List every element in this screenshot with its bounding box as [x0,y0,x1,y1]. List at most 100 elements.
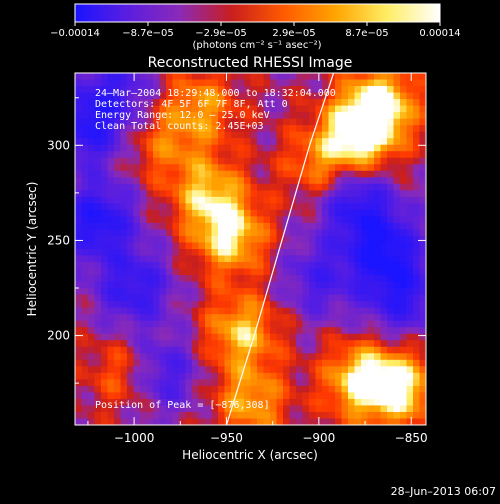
heatmap-cell [250,411,258,420]
heatmap-cell [289,372,297,380]
heatmap-cell [335,301,343,309]
heatmap-cell [127,255,135,263]
heatmap-cell [328,301,336,309]
heatmap-cell [211,151,219,159]
heatmap-cell [198,268,206,276]
heatmap-cell [81,320,89,328]
heatmap-cell [406,327,414,335]
heatmap-cell [140,99,148,107]
heatmap-cell [94,144,102,152]
heatmap-cell [354,385,362,394]
heatmap-cell [211,196,219,204]
heatmap-cell [289,301,297,309]
heatmap-cell [263,249,271,257]
heatmap-cell [192,268,200,276]
heatmap-cell [289,190,297,198]
heatmap-cell [393,170,401,178]
heatmap-cell [276,164,284,172]
heatmap-cell [75,255,83,263]
heatmap-cell [198,79,206,87]
heatmap-cell [81,307,89,315]
heatmap-cell [224,99,232,107]
heatmap-cell [244,366,252,374]
heatmap-cell [237,222,245,231]
heatmap-cell [354,411,362,420]
heatmap-cell [140,138,148,146]
heatmap-cell [179,281,187,289]
heatmap-cell [107,229,115,237]
heatmap-cell [114,346,122,354]
heatmap-cell [205,222,213,231]
heatmap-cell [354,86,362,94]
heatmap-cell [413,144,421,152]
heatmap-cell [153,385,161,394]
heatmap-cell [296,157,304,165]
heatmap-cell [263,301,271,309]
heatmap-cell [250,379,258,387]
heatmap-cell [289,216,297,224]
heatmap-cell [88,242,96,250]
heatmap-cell [75,151,83,159]
heatmap-cell [218,216,226,224]
heatmap-cell [94,229,102,237]
heatmap-cell [328,170,336,178]
heatmap-cell [413,203,421,211]
heatmap-cell [406,249,414,257]
heatmap-cell [328,255,336,263]
heatmap-cell [354,125,362,133]
heatmap-cell [367,333,375,341]
heatmap-cell [328,268,336,276]
heatmap-cell [257,190,265,198]
heatmap-cell [387,411,395,420]
heatmap-cell [302,170,310,178]
heatmap-cell [289,229,297,237]
heatmap-cell [159,288,167,296]
heatmap-cell [172,131,180,139]
heatmap-cell [140,262,148,270]
heatmap-cell [205,183,213,191]
heatmap-cell [406,353,414,361]
heatmap-cell [107,138,115,146]
heatmap-cell [224,327,232,335]
heatmap-cell [419,118,426,126]
heatmap-cell [237,105,245,113]
heatmap-cell [361,411,369,420]
heatmap-cell [211,405,219,413]
heatmap-cell [81,301,89,309]
heatmap-cell [101,294,109,302]
heatmap-cell [114,209,122,218]
heatmap-cell [283,79,291,87]
heatmap-cell [400,190,408,198]
heatmap-cell [166,190,174,198]
heatmap-cell [166,288,174,296]
heatmap-cell [322,86,330,94]
heatmap-cell [159,314,167,322]
heatmap-cell [283,262,291,270]
heatmap-cell [244,79,252,87]
heatmap-cell [88,398,96,407]
heatmap-cell [348,372,356,380]
heatmap-cell [419,275,426,283]
heatmap-cell [283,249,291,257]
heatmap-cell [198,86,206,94]
heatmap-cell [400,405,408,413]
heatmap-cell [406,144,414,152]
heatmap-cell [400,346,408,354]
heatmap-cell [172,235,180,244]
heatmap-cell [335,203,343,211]
heatmap-cell [302,268,310,276]
heatmap-cell [413,190,421,198]
heatmap-cell [354,131,362,139]
heatmap-cell [205,340,213,348]
heatmap-cell [185,392,193,400]
heatmap-cell [237,333,245,341]
heatmap-cell [127,294,135,302]
heatmap-cell [361,196,369,204]
heatmap-cell [244,333,252,341]
heatmap-cell [224,307,232,315]
heatmap-cell [302,203,310,211]
heatmap-cell [289,268,297,276]
heatmap-cell [244,288,252,296]
heatmap-cell [205,379,213,387]
heatmap-cell [146,177,154,185]
